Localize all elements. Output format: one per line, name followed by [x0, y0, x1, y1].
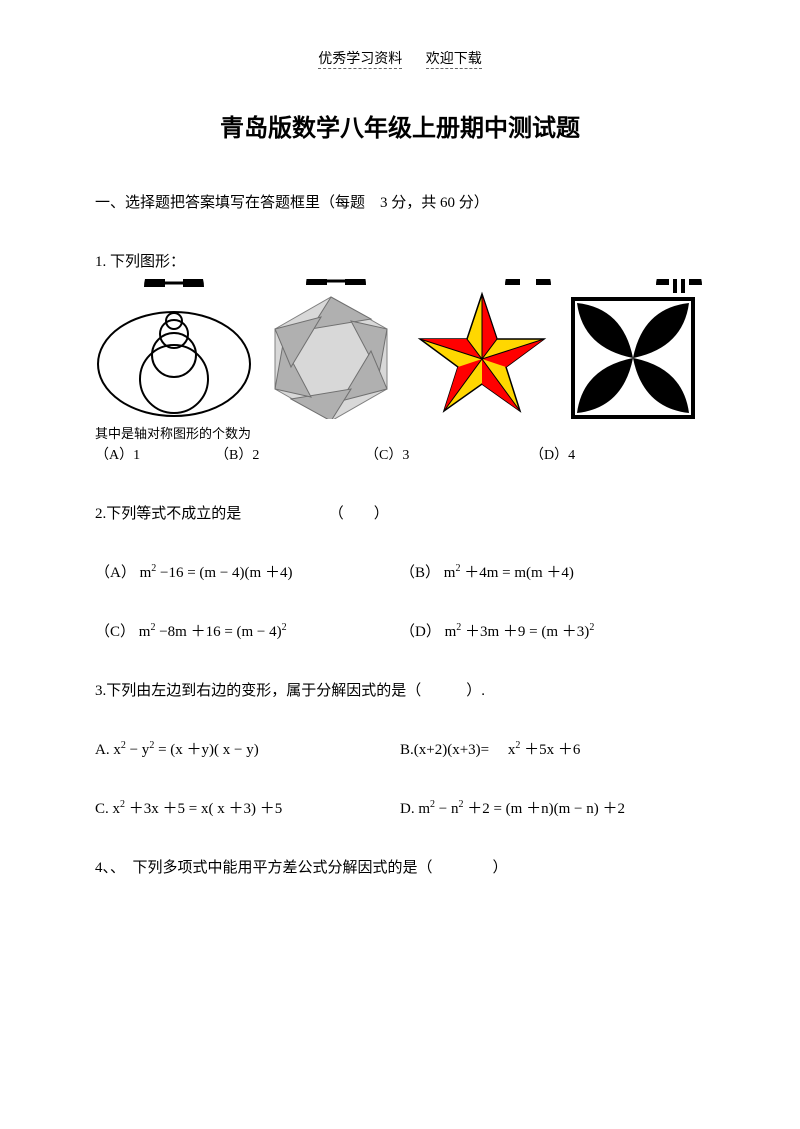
header-text-1: 优秀学习资料: [318, 52, 402, 69]
section-heading: 一、选择题把答案填写在答题框里（每题 3 分，共 60 分）: [95, 191, 705, 212]
q3-row1: A. x2 − y2 = (x ＋y)( x − y) B.(x+2)(x+3)…: [95, 738, 705, 759]
header-text-2: 欢迎下载: [426, 52, 482, 69]
q1-intro: 1. 下列图形：: [95, 250, 705, 271]
figure-2: [259, 279, 404, 419]
q2-row2: （C） m2 −8m ＋16 = (m − 4)2 （D） m2 ＋3m ＋9 …: [95, 620, 705, 641]
q1-options: （A）1 （B）2 （C）3 （D）4: [95, 444, 705, 464]
q1-opt-b: （B）2: [215, 444, 365, 464]
q1-opt-c: （C）3: [365, 444, 530, 464]
figure-3: [410, 279, 555, 419]
q2-eq-a: （A） m2 −16 = (m − 4)(m ＋4): [95, 561, 400, 582]
q2-paren: （ ）: [329, 506, 389, 522]
q3-intro: 3.下列由左边到右边的变形，属于分解因式的是（ ）.: [95, 679, 705, 700]
q2-eq-b: （B） m2 ＋4m = m(m ＋4): [400, 561, 705, 582]
q3-eq-d: D. m2 − n2 ＋2 = (m ＋n)(m − n) ＋2: [400, 797, 705, 818]
page-title: 青岛版数学八年级上册期中测试题: [95, 108, 705, 143]
q3-eq-a: A. x2 − y2 = (x ＋y)( x − y): [95, 738, 400, 759]
q2-intro: 2.下列等式不成立的是 （ ）: [95, 502, 705, 523]
q4-intro: 4、、 下列多项式中能用平方差公式分解因式的是（ ）: [95, 856, 705, 877]
figure-4: [561, 279, 706, 419]
q3-eq-c: C. x2 ＋3x ＋5 = x( x ＋3) ＋5: [95, 797, 400, 818]
q3-row2: C. x2 ＋3x ＋5 = x( x ＋3) ＋5 D. m2 − n2 ＋2…: [95, 797, 705, 818]
q2-eq-d: （D） m2 ＋3m ＋9 = (m ＋3)2: [400, 620, 705, 641]
q1-opt-d: （D）4: [530, 444, 630, 464]
q2-row1: （A） m2 −16 = (m − 4)(m ＋4) （B） m2 ＋4m = …: [95, 561, 705, 582]
q1-subtext: 其中是轴对称图形的个数为: [95, 423, 705, 442]
page-header: 优秀学习资料 欢迎下载: [95, 48, 705, 68]
q2-intro-text: 2.下列等式不成立的是: [95, 506, 241, 522]
q3-eq-b: B.(x+2)(x+3)= x2 ＋5x ＋6: [400, 738, 705, 759]
q2-eq-c: （C） m2 −8m ＋16 = (m − 4)2: [95, 620, 400, 641]
q1-opt-a: （A）1: [95, 444, 215, 464]
figures-row: [95, 279, 705, 419]
figure-1: [95, 279, 253, 419]
